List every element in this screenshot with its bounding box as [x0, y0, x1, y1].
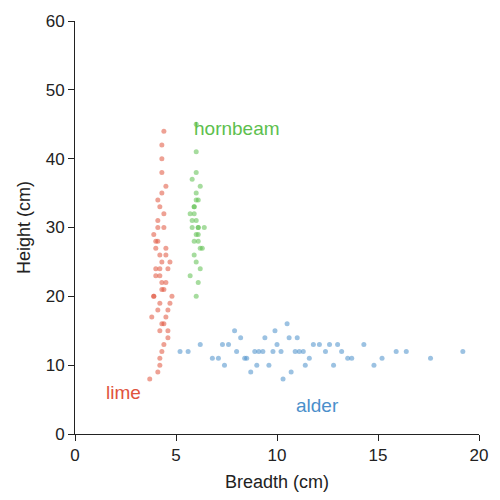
svg-text:0: 0: [70, 446, 79, 465]
svg-text:5: 5: [171, 446, 180, 465]
svg-text:20: 20: [46, 287, 65, 306]
svg-text:Height (cm): Height (cm): [14, 181, 34, 274]
svg-text:50: 50: [46, 81, 65, 100]
svg-text:20: 20: [470, 446, 489, 465]
svg-text:alder: alder: [296, 395, 339, 416]
svg-text:15: 15: [369, 446, 388, 465]
svg-text:0: 0: [55, 425, 64, 444]
svg-text:10: 10: [46, 356, 65, 375]
svg-text:hornbeam: hornbeam: [194, 118, 280, 139]
svg-text:lime: lime: [106, 382, 141, 403]
svg-text:Breadth (cm): Breadth (cm): [225, 472, 329, 492]
svg-text:40: 40: [46, 150, 65, 169]
svg-text:10: 10: [268, 446, 287, 465]
svg-text:30: 30: [46, 218, 65, 237]
svg-text:60: 60: [46, 12, 65, 31]
